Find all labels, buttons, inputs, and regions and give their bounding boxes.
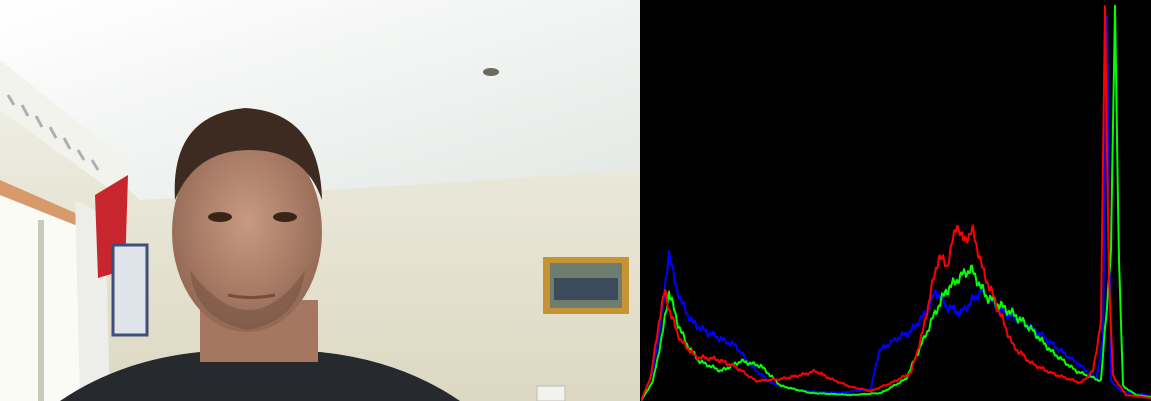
histogram-green-curve [641, 4, 1151, 401]
camera-frame [0, 0, 640, 401]
person-face [172, 132, 322, 332]
camera-image [0, 0, 640, 401]
histogram-panel [641, 0, 1151, 401]
histogram-red-curve [641, 5, 1151, 401]
poster [111, 243, 149, 337]
light-switch [536, 385, 566, 401]
rgb-histogram [641, 0, 1151, 401]
histogram-blue-curve [641, 15, 1151, 401]
ceiling-light [483, 68, 499, 76]
person-hair [174, 108, 322, 200]
person-shirt [60, 352, 460, 401]
